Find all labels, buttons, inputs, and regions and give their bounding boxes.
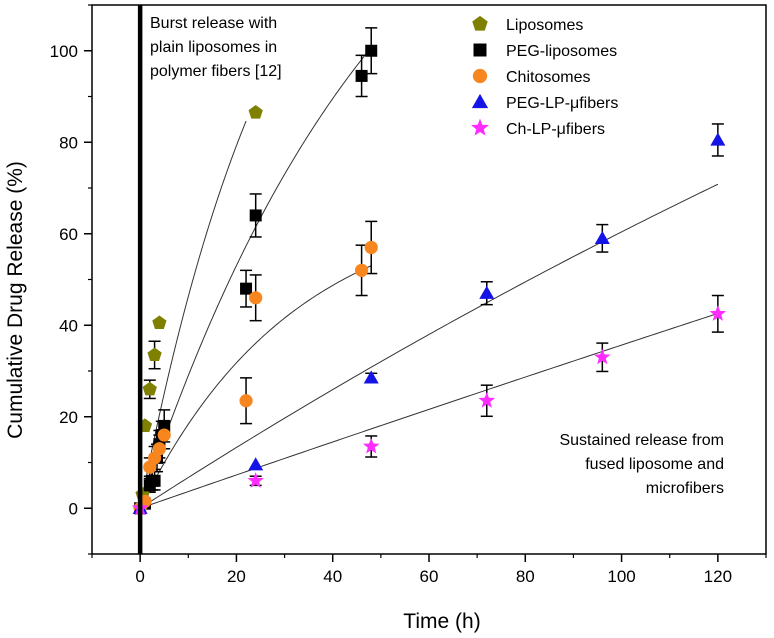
legend-item: Liposomes: [472, 15, 583, 34]
data-point-square: [365, 44, 378, 57]
legend-item: Chitosomes: [472, 68, 590, 86]
data-point-circle: [364, 240, 378, 255]
legend-item: PEG-liposomes: [473, 43, 617, 60]
y-tick-label: 20: [59, 408, 78, 427]
data-point-pentagon: [142, 381, 157, 396]
data-point-star: [247, 472, 264, 488]
fit-curve-5: [139, 312, 719, 509]
legend-item: PEG-LP-μfibers: [471, 93, 618, 112]
x-tick-label: 100: [607, 567, 635, 586]
legend-item: Ch-LP-μfibers: [471, 118, 605, 138]
data-points-group: [131, 44, 727, 516]
fit-curve-2: [139, 53, 367, 509]
data-point-square: [148, 474, 161, 487]
legend-marker-pentagon: [472, 15, 488, 31]
data-point-circle: [239, 394, 253, 408]
legend-label: Chitosomes: [506, 69, 590, 86]
legend-marker-circle: [472, 68, 488, 84]
x-tick-label: 120: [704, 567, 732, 586]
data-point-triangle: [363, 370, 379, 384]
x-tick-label: 20: [227, 567, 246, 586]
data-point-star: [709, 305, 727, 321]
data-point-triangle: [248, 457, 264, 471]
data-point-pentagon: [248, 105, 263, 119]
sustained-annotation-line-2: fused liposome and: [585, 456, 724, 473]
sustained-release-annotation: Sustained release from fused liposome an…: [559, 432, 724, 497]
fit-curve-4: [139, 183, 719, 509]
legend-marker-square: [473, 43, 487, 57]
legend-label: PEG-LP-μfibers: [506, 95, 618, 112]
data-point-star: [362, 437, 380, 454]
data-point-circle: [355, 263, 369, 277]
data-point-circle: [152, 442, 166, 456]
y-tick-label: 0: [69, 499, 78, 518]
burst-release-annotation: Burst release with plain liposomes in po…: [150, 15, 282, 80]
legend-marker-star: [471, 118, 489, 136]
data-point-pentagon: [152, 315, 167, 330]
y-tick-label: 80: [59, 133, 78, 152]
data-point-square: [355, 69, 368, 82]
ticks-group: 0 20 40 60 80 100 120 0 20 40 60 80 100: [50, 4, 767, 586]
data-point-triangle: [479, 285, 495, 299]
burst-annotation-line-1: Burst release with: [150, 15, 277, 32]
y-axis-title: Cumulative Drug Release (%): [4, 161, 27, 439]
x-tick-label: 40: [323, 567, 342, 586]
x-tick-label: 0: [135, 567, 144, 586]
data-point-star: [594, 348, 611, 365]
error-bars-group: [143, 27, 724, 493]
y-tick-label: 40: [59, 316, 78, 335]
legend-label: Liposomes: [506, 17, 583, 34]
legend-marker-triangle: [471, 93, 489, 109]
legend-label: Ch-LP-μfibers: [506, 121, 605, 138]
data-point-star: [478, 392, 496, 408]
fit-curves-group: [139, 53, 719, 509]
burst-annotation-line-3: polymer fibers [12]: [150, 63, 282, 80]
burst-annotation-line-2: plain liposomes in: [150, 39, 277, 56]
data-point-square: [240, 282, 253, 295]
sustained-annotation-line-1: Sustained release from: [559, 432, 724, 449]
data-point-circle: [157, 428, 171, 442]
fit-curve-3: [139, 265, 372, 509]
data-point-triangle: [710, 132, 726, 146]
data-point-pentagon: [147, 347, 162, 362]
legend-label: PEG-liposomes: [506, 43, 617, 60]
x-tick-label: 60: [420, 567, 439, 586]
data-point-triangle: [594, 230, 610, 244]
fit-curve-1: [139, 120, 247, 509]
sustained-annotation-line-3: microfibers: [646, 480, 724, 497]
data-point-square: [158, 419, 171, 432]
x-tick-label: 80: [516, 567, 535, 586]
x-axis-title: Time (h): [403, 610, 480, 633]
y-tick-label: 100: [50, 42, 78, 61]
data-point-circle: [249, 291, 263, 305]
legend: Liposomes PEG-liposomes Chitosomes PEG-LP-μ…: [471, 15, 618, 138]
data-point-square: [249, 209, 262, 222]
y-tick-label: 60: [59, 225, 78, 244]
